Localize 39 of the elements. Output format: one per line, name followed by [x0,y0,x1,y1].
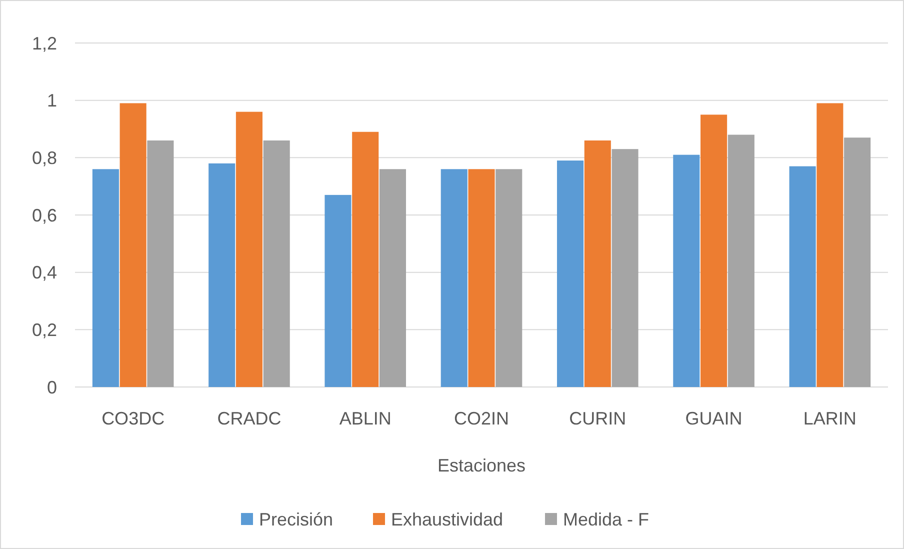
bar [468,169,495,387]
y-tick-label: 0 [46,377,57,398]
bar [379,169,406,387]
bar [584,140,611,387]
y-tick-label: 1 [46,90,57,111]
bar [816,103,844,387]
y-tick-label: 0,8 [32,148,57,168]
bar [789,166,816,387]
bar [324,194,352,387]
bar [92,169,119,387]
bar [236,112,262,387]
y-tick-label: 0,2 [32,320,57,340]
bar [728,134,754,387]
bar [612,149,638,387]
legend-label: Precisión [259,509,334,530]
legend-label: Exhaustividad [391,509,504,530]
x-axis-title: Estaciones [437,455,526,476]
bar [673,154,700,387]
x-tick-label: ABLIN [339,408,392,428]
x-tick-label: GUAIN [685,408,742,428]
bar [208,163,236,387]
x-tick-label: LARIN [803,408,856,428]
legend-label: Medida - F [563,509,650,530]
bar [700,114,728,387]
bar [844,138,871,387]
bar [263,140,290,387]
bar [147,140,174,387]
y-tick-label: 0,6 [32,205,57,226]
bar [556,160,584,387]
bar [496,169,522,387]
y-tick-label: 0,4 [32,262,57,283]
x-tick-label: CRADC [217,408,282,428]
x-tick-label: CURIN [569,408,626,428]
x-tick-label: CO3DC [102,408,165,428]
bar [120,103,146,387]
x-tick-label: CO2IN [454,408,510,428]
y-tick-label: 1,2 [32,33,57,54]
bar [352,132,379,387]
bar [440,169,468,387]
